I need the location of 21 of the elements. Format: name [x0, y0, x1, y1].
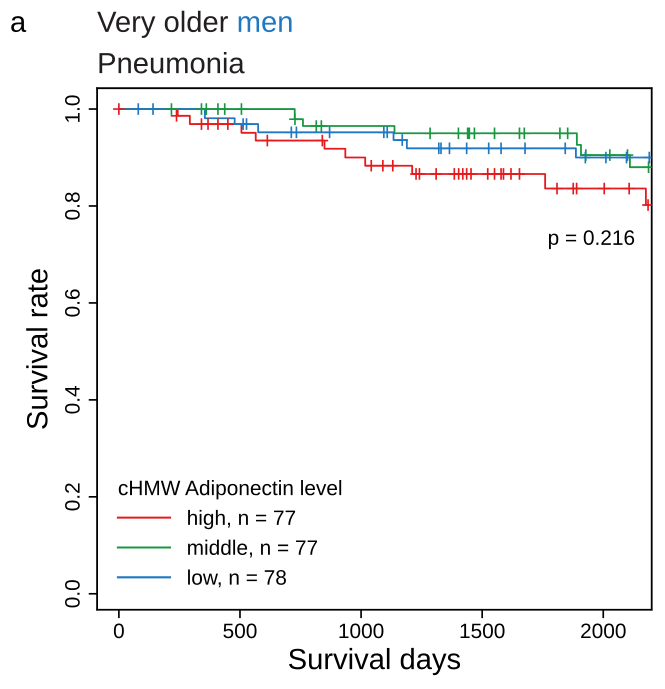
y-tick-label: 0.4: [65, 386, 80, 414]
legend-label: low, n = 78: [188, 570, 286, 588]
legend-label: high, n = 77: [188, 510, 296, 530]
chart-title: Very older men: [97, 10, 292, 38]
x-axis-title: Survival days: [289, 648, 460, 676]
y-tick-label: 0.0: [65, 580, 80, 608]
x-tick-label: 0: [114, 624, 124, 638]
chart-subtitle: Pneumonia: [99, 52, 245, 74]
annotation: p = 0.216: [548, 230, 634, 250]
y-tick-label: 0.2: [65, 483, 80, 510]
y-tick-label: 0.8: [65, 192, 80, 220]
x-tick-label: 2000: [581, 624, 626, 638]
x-tick-label: 1500: [460, 624, 505, 638]
legend-label: middle, n = 77: [188, 540, 318, 558]
x-tick-label: 1000: [339, 624, 384, 638]
y-tick-label: 0.6: [65, 289, 80, 317]
y-tick-label: 1.0: [65, 95, 80, 122]
text: a: [11, 16, 26, 32]
x-tick-label: 500: [223, 624, 257, 638]
legend-title: cHMW Adiponectin level: [118, 480, 342, 500]
y-axis-title: Survival rate: [26, 269, 48, 429]
